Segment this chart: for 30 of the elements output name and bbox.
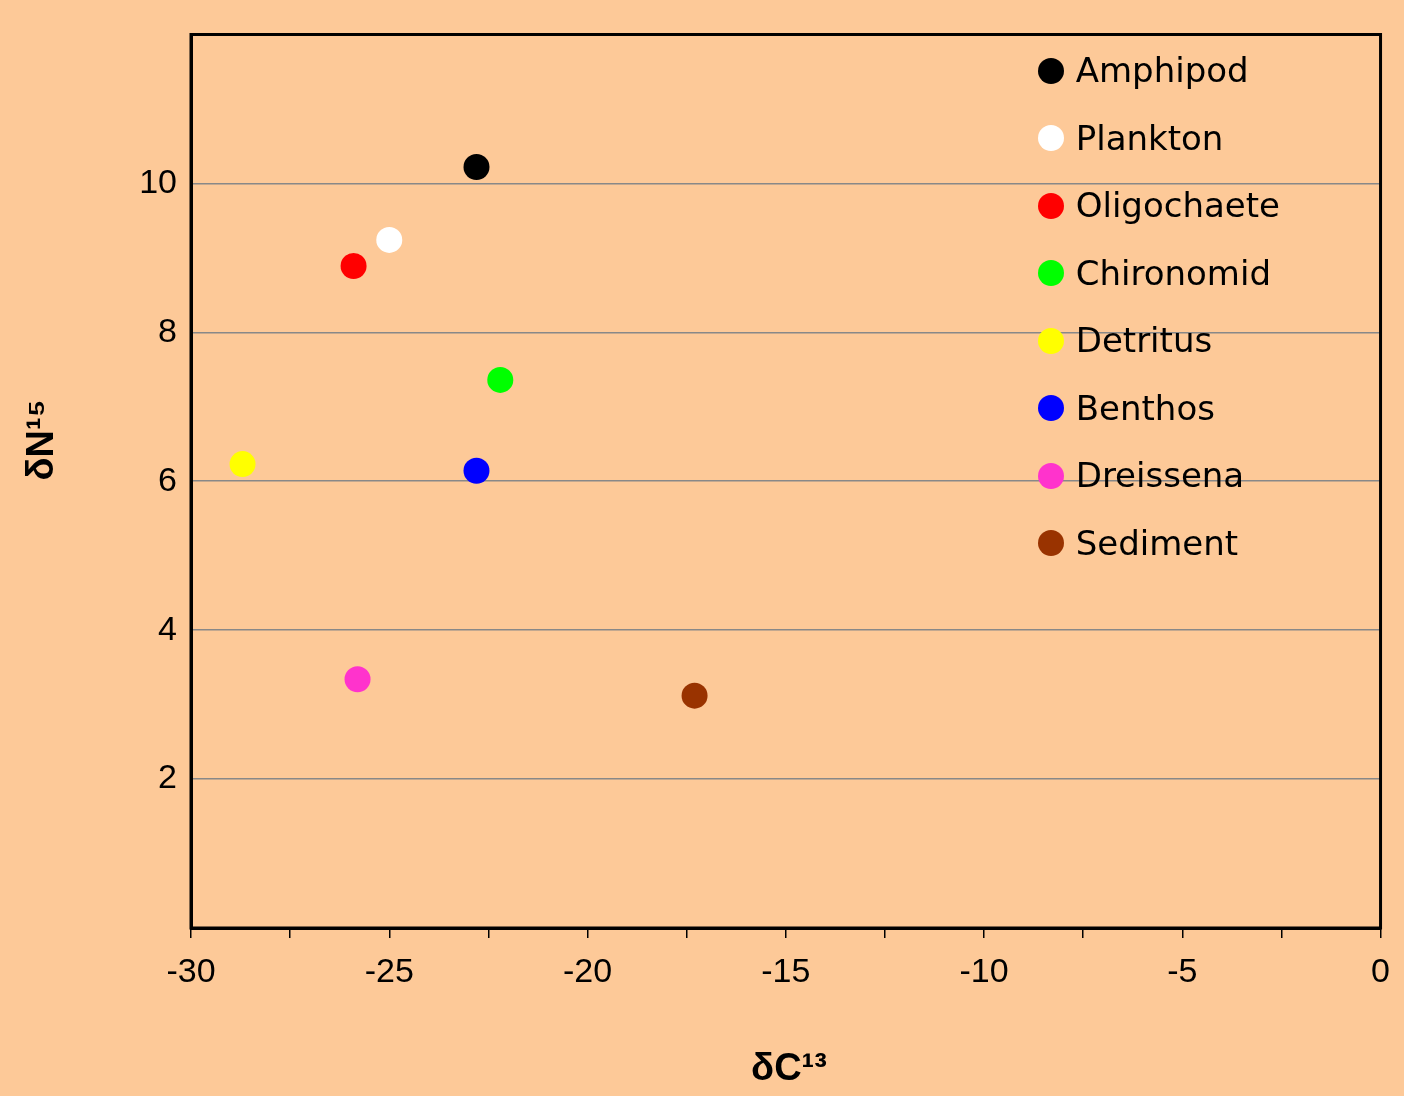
y-axis-title: δN¹⁵	[18, 399, 62, 481]
y-tick-label: 6	[158, 459, 177, 498]
legend-label: Plankton	[1075, 116, 1224, 160]
legend-label: Oligochaete	[1075, 184, 1280, 227]
x-tick-label: -20	[562, 950, 613, 989]
point	[229, 451, 256, 478]
y-tick-label: 2	[158, 757, 177, 796]
y-tick-label: 10	[139, 161, 177, 200]
y-tick-label: 4	[158, 608, 177, 647]
point	[344, 666, 371, 693]
legend-label: Amphipod	[1075, 49, 1249, 92]
point	[681, 682, 708, 709]
point	[340, 252, 367, 279]
legend-label: Benthos	[1075, 386, 1215, 430]
point	[463, 457, 490, 484]
point	[376, 226, 403, 253]
legend-label: Detritus	[1075, 319, 1213, 362]
x-tick-label: -10	[959, 950, 1009, 989]
x-tick-label: -30	[166, 950, 216, 989]
x-tick-label: 0	[1371, 950, 1391, 989]
y-tick-label: 8	[158, 310, 177, 349]
x-tick-label: -15	[761, 950, 811, 989]
legend-label: Dreissena	[1075, 454, 1245, 497]
x-tick-label: -25	[364, 950, 414, 989]
legend-label: Sediment	[1075, 521, 1239, 565]
x-tick-label: -5	[1167, 950, 1198, 989]
point	[463, 153, 490, 180]
legend-label: Chironomid	[1075, 251, 1271, 295]
x-axis-title: δC¹³	[751, 1046, 827, 1089]
point	[487, 366, 514, 393]
